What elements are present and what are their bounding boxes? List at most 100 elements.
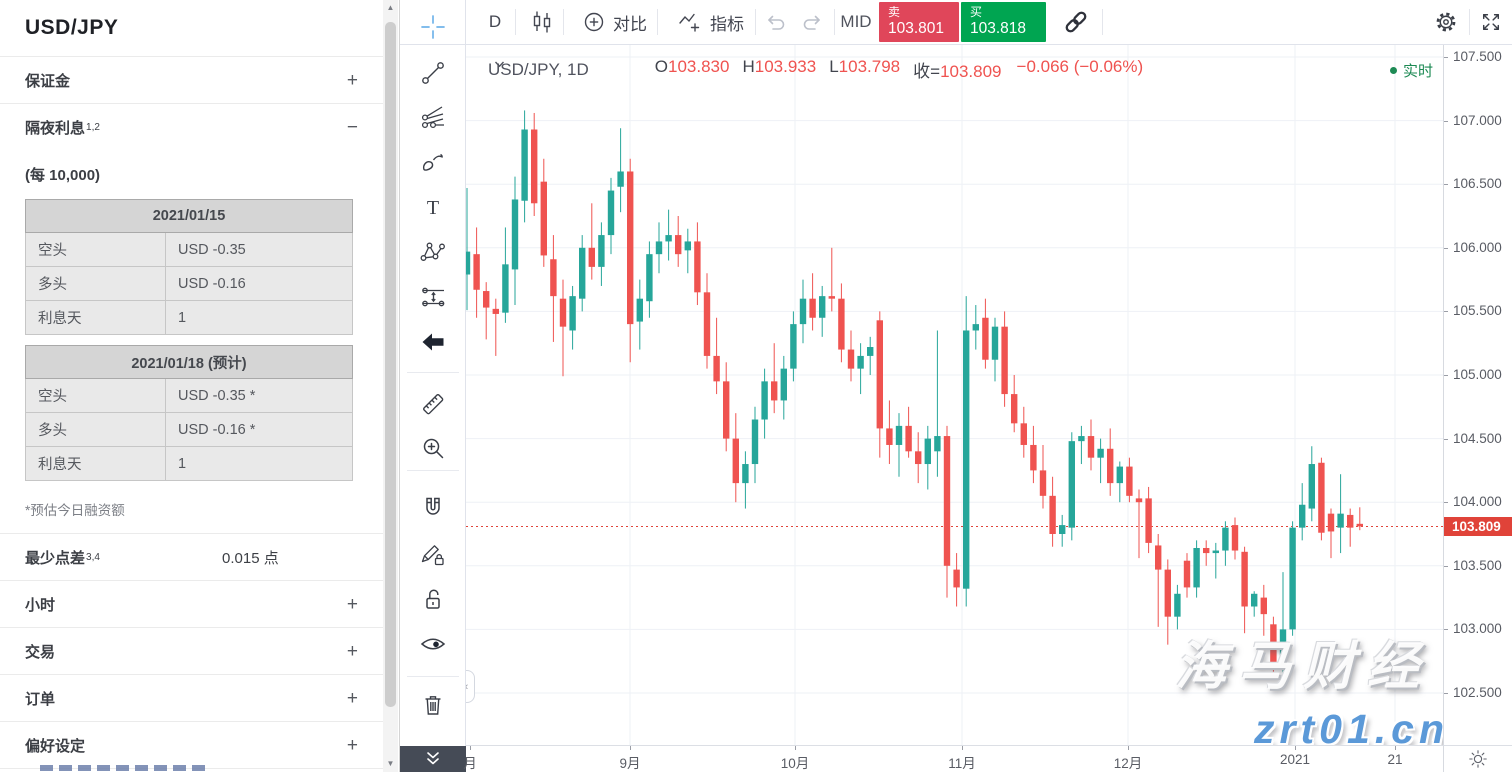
fullscreen-button[interactable] bbox=[1472, 0, 1510, 44]
axis-tick bbox=[1444, 120, 1448, 122]
axis-tick bbox=[630, 746, 631, 750]
collapse-icon[interactable]: − bbox=[346, 116, 358, 138]
sidebar-section-overnight-interest[interactable]: 隔夜利息 1,2 − bbox=[0, 103, 384, 150]
chain-link-icon bbox=[1065, 11, 1087, 33]
candles-layer bbox=[466, 110, 1363, 681]
sidebar-collapse-handle[interactable]: ‹ bbox=[466, 670, 475, 703]
sidebar-section-hours[interactable]: 小时 + bbox=[0, 580, 384, 627]
chart-legend: USD/JPY, 1D O103.830 H103.933 L103.798 收… bbox=[488, 57, 1143, 82]
indicators-button[interactable]: 指标 bbox=[668, 0, 754, 44]
scroll-down-icon[interactable]: ▼ bbox=[386, 759, 395, 768]
redo-button[interactable] bbox=[794, 0, 830, 44]
overnight-interest-label: 隔夜利息 bbox=[25, 119, 86, 137]
undo-button[interactable] bbox=[758, 0, 794, 44]
hide-all-drawings-button[interactable] bbox=[419, 630, 447, 658]
expand-icon[interactable]: + bbox=[346, 734, 358, 756]
toolbar-divider bbox=[407, 372, 459, 373]
expand-icon[interactable]: + bbox=[346, 593, 358, 615]
stay-in-drawing-mode-button[interactable] bbox=[419, 541, 447, 569]
magnet-mode-button[interactable] bbox=[419, 494, 447, 522]
time-axis-label: 10月 bbox=[780, 756, 810, 771]
legend-high: H103.933 bbox=[742, 57, 817, 76]
toolbar-separator bbox=[834, 9, 835, 35]
last-price-tag: 103.809 bbox=[1444, 517, 1512, 537]
min-spread-footnote-marker: 3,4 bbox=[86, 551, 100, 563]
trend-line-tool-button[interactable] bbox=[419, 59, 447, 87]
estimate-footnote: *预估今日融资额 bbox=[25, 503, 125, 518]
sell-button[interactable]: 卖 103.801 bbox=[879, 2, 959, 42]
table-row: 利息天 1 bbox=[25, 446, 353, 481]
sidebar-scrollbar[interactable]: ▲ ▼ bbox=[383, 0, 398, 772]
brush-tool-button[interactable] bbox=[419, 148, 447, 176]
candlestick-style-icon bbox=[533, 11, 551, 33]
remove-drawings-button[interactable] bbox=[419, 691, 447, 719]
clipped-link-text[interactable] bbox=[40, 765, 205, 771]
time-axis[interactable]: 月 9月 10月 11月 12月 2021 21 bbox=[463, 745, 1443, 772]
eye-icon bbox=[420, 638, 446, 650]
overnight-table-2: 2021/01/18 (预计) 空头 USD -0.35 * 多头 USD -0.16 … bbox=[25, 345, 353, 481]
price-axis-label: 105.500 bbox=[1453, 303, 1502, 319]
sidebar-section-preferences[interactable]: 偏好设定 + bbox=[0, 721, 384, 768]
prediction-tool-button[interactable] bbox=[419, 283, 447, 311]
table-row: 空头 USD -0.35 bbox=[25, 232, 353, 267]
gann-fibonacci-tool-button[interactable] bbox=[419, 103, 447, 131]
text-tool-button[interactable]: T bbox=[419, 193, 447, 221]
candlestick-chart-pane[interactable]: USD/JPY, 1D O103.830 H103.933 L103.798 收… bbox=[466, 45, 1443, 745]
axis-tick bbox=[962, 746, 963, 750]
price-axis-label: 105.000 bbox=[1453, 367, 1502, 382]
expand-icon[interactable]: + bbox=[346, 640, 358, 662]
indicator-icon bbox=[679, 13, 700, 32]
table-header: 2021/01/15 bbox=[25, 199, 353, 233]
overnight-footnote-marker: 1,2 bbox=[86, 121, 100, 133]
link-order-button[interactable] bbox=[1054, 0, 1098, 44]
row-value: USD -0.16 bbox=[165, 266, 353, 301]
chart-style-button[interactable] bbox=[522, 0, 562, 44]
pencil-lock-icon bbox=[421, 545, 444, 566]
page-title: USD/JPY bbox=[25, 16, 119, 39]
axis-tick bbox=[1444, 311, 1448, 313]
zoom-in-tool-button[interactable] bbox=[419, 434, 447, 462]
crosshair-tool-button[interactable] bbox=[419, 13, 447, 41]
interval-button[interactable]: D bbox=[488, 12, 502, 31]
sidebar-section-margin[interactable]: 保证金 + bbox=[0, 56, 384, 103]
axis-corner-box[interactable] bbox=[1443, 745, 1512, 772]
overnight-table-1: 2021/01/15 空头 USD -0.35 多头 USD -0.16 利息天 1 bbox=[25, 199, 353, 335]
buy-button[interactable]: 买 103.818 bbox=[961, 2, 1046, 42]
price-axis-label: 106.500 bbox=[1453, 176, 1502, 192]
chart-settings-button[interactable] bbox=[1426, 0, 1466, 44]
axis-tick bbox=[1444, 57, 1448, 58]
pattern-tool-button[interactable] bbox=[419, 238, 447, 266]
indicators-label: 指标 bbox=[710, 14, 744, 34]
measure-tool-button[interactable] bbox=[419, 390, 447, 418]
candlestick-chart[interactable] bbox=[466, 45, 1443, 745]
expand-icon[interactable]: + bbox=[346, 69, 358, 91]
hide-drawbar-button[interactable] bbox=[400, 746, 466, 772]
lock-all-drawings-button[interactable] bbox=[419, 586, 447, 614]
time-axis-label: 月 bbox=[463, 756, 477, 771]
instrument-info-sidebar: USD/JPY 保证金 + 隔夜利息 1,2 − (每 10,000) 2021… bbox=[0, 0, 400, 772]
axis-tick bbox=[1395, 746, 1396, 750]
time-axis-label: 11月 bbox=[948, 756, 976, 771]
row-label: 空头 bbox=[25, 232, 166, 267]
scroll-up-icon[interactable]: ▲ bbox=[386, 3, 395, 12]
arrow-marker-tool-button[interactable] bbox=[419, 328, 447, 356]
sidebar-collapsed-sections: 小时 + 交易 + 订单 + 偏好设定 + bbox=[0, 580, 384, 768]
chart-toolbar: D 对比 bbox=[466, 0, 1512, 45]
symbol-interval-label[interactable]: USD/JPY, 1D bbox=[488, 59, 589, 79]
sidebar-section-orders[interactable]: 订单 + bbox=[0, 674, 384, 721]
min-spread-value: 0.015 点 bbox=[222, 549, 279, 567]
sidebar-section-trading[interactable]: 交易 + bbox=[0, 627, 384, 674]
scrollbar-thumb[interactable] bbox=[385, 22, 396, 707]
expand-icon[interactable]: + bbox=[346, 687, 358, 709]
axis-tick bbox=[1444, 502, 1448, 504]
toolbar-separator bbox=[515, 9, 516, 35]
realtime-label: 实时 bbox=[1402, 63, 1433, 80]
sell-label: 卖 bbox=[888, 5, 901, 19]
price-axis[interactable]: 107.500 107.000 106.500 106.000 105.500 105.0… bbox=[1443, 45, 1512, 745]
price-axis-label: 107.000 bbox=[1453, 112, 1502, 128]
toolbar-separator bbox=[1102, 9, 1103, 35]
section-label: 偏好设定 bbox=[25, 737, 86, 755]
axis-tick bbox=[470, 746, 471, 750]
trash-icon bbox=[425, 696, 441, 715]
compare-button[interactable]: 对比 bbox=[574, 0, 656, 44]
